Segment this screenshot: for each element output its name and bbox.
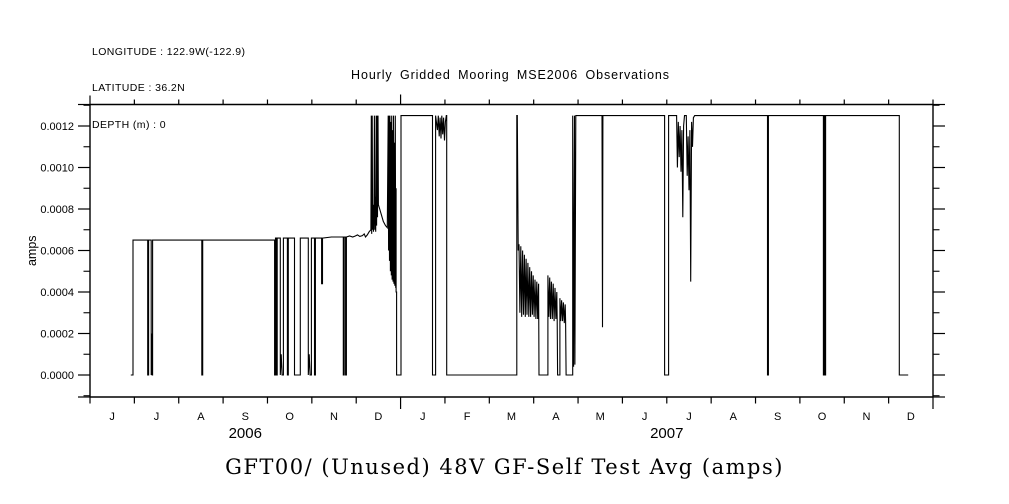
month-label: M [507,411,516,423]
y-tick-label: 0.0002 [40,329,74,341]
month-label: D [907,411,915,423]
latitude-label: LATITUDE : 36.2N [92,82,186,95]
month-label: S [774,411,781,423]
month-label: S [242,411,249,423]
y-tick-label: 0.0010 [40,163,74,175]
month-label: O [285,411,294,423]
month-label: N [330,411,338,423]
month-label: M [596,411,605,423]
year-label: 2007 [650,425,683,442]
month-label: J [109,411,115,423]
month-label: A [552,411,560,423]
month-label: J [686,411,692,423]
variable-title: GFT00/ (Unused) 48V GF-Self Test Avg (am… [225,455,784,479]
y-axis-title: amps [25,235,39,266]
longitude-label: LONGITUDE : 122.9W(-122.9) [92,45,246,58]
depth-label: DEPTH (m) : 0 [92,119,167,132]
month-label: J [154,411,160,423]
month-label: O [818,411,827,423]
header-metadata: LONGITUDE : 122.9W(-122.9) LATITUDE : 36… [92,21,245,156]
year-label: 2006 [229,425,262,442]
month-label: J [420,411,426,423]
y-tick-label: 0.0000 [40,370,74,382]
data-line [130,115,909,376]
month-label: N [862,411,870,423]
month-label: D [374,411,382,423]
month-label: J [642,411,648,423]
y-tick-label: 0.0004 [40,287,74,299]
y-tick-label: 0.0008 [40,204,74,216]
month-label: A [730,411,738,423]
y-tick-label: 0.0006 [40,246,74,258]
month-label: F [464,411,471,423]
month-label: A [197,411,205,423]
y-tick-label: 0.0012 [40,121,74,133]
plot-title: Hourly Gridded Mooring MSE2006 Observati… [351,68,670,82]
